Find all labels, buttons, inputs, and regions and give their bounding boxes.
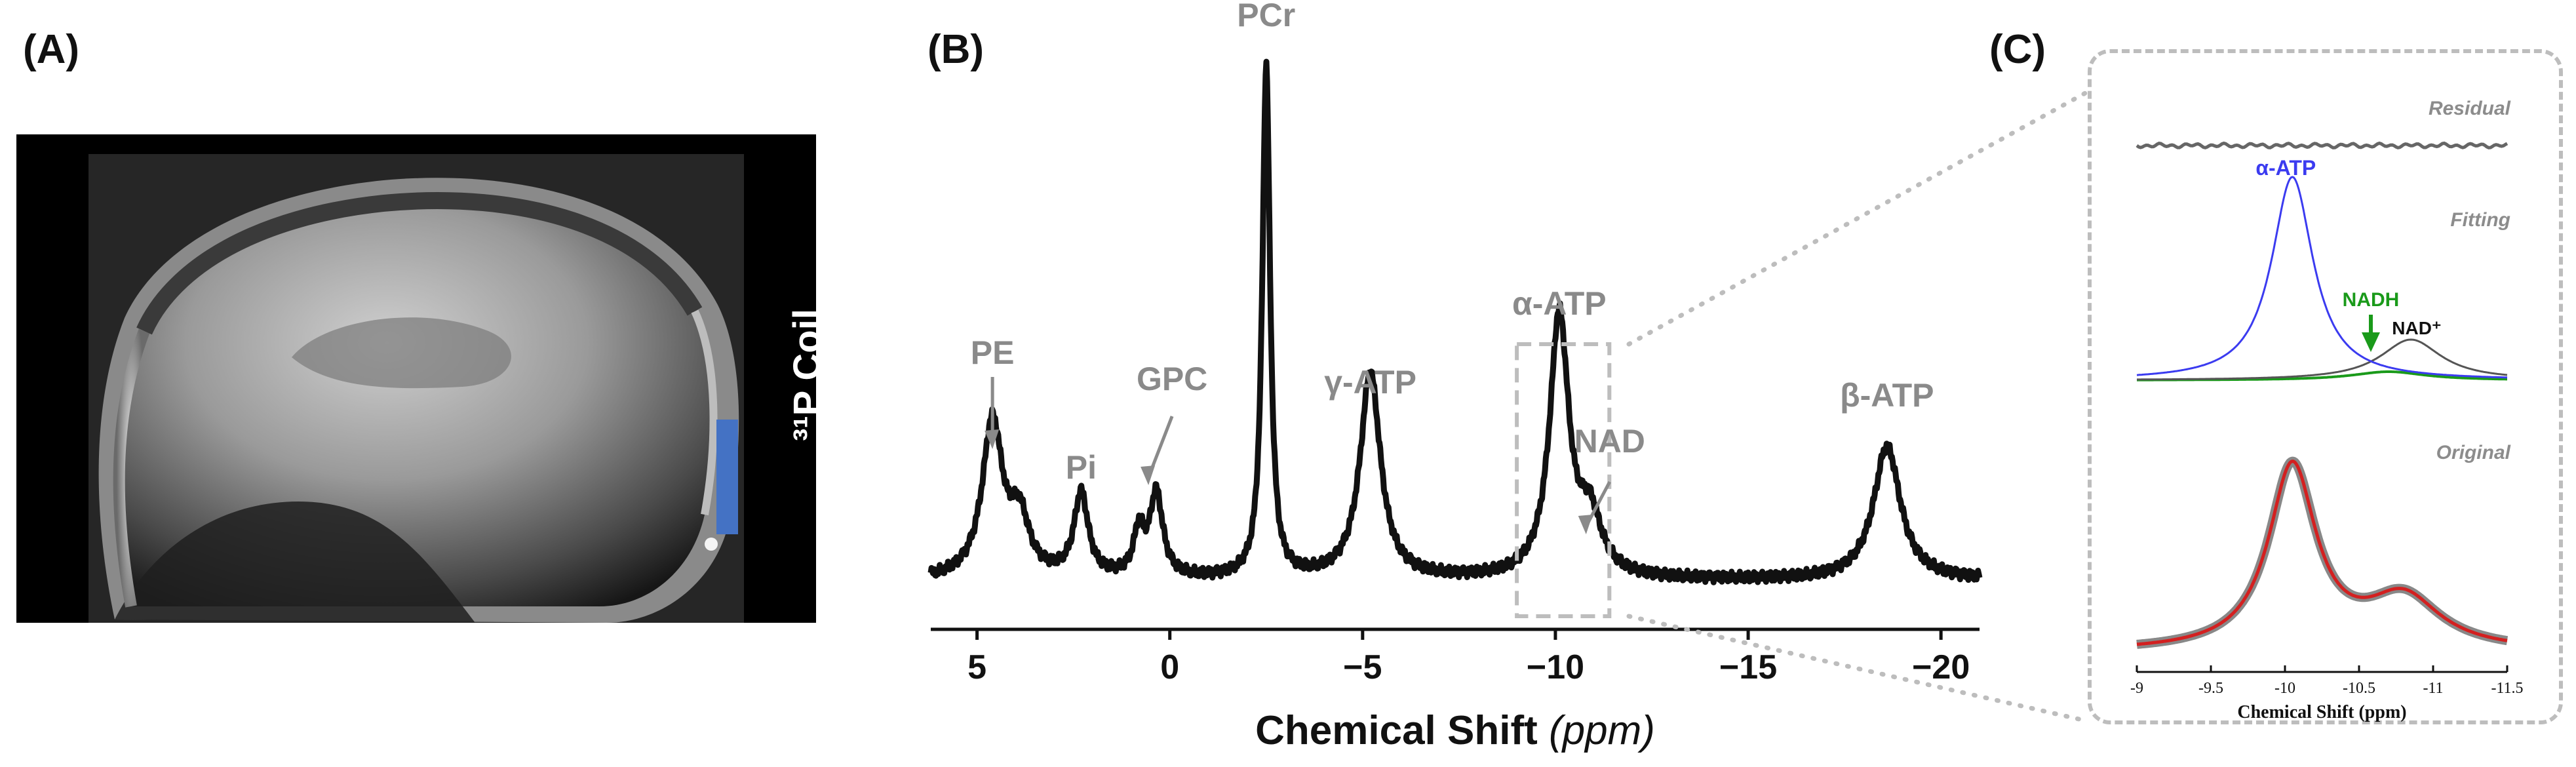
alpha-atp-line [2136, 176, 2508, 379]
mri-image-drawing [88, 154, 744, 623]
peak-label: GPC [1137, 361, 1207, 397]
original-line [2136, 460, 2508, 646]
spectrum-chart: 5 0 −5 −10 −15 −20 Chemical Shift (ppm) PE Pi GPC… [927, 0, 1983, 753]
x-tick-label: −5 [1343, 648, 1382, 686]
zoom-x-tick-label: -11.5 [2491, 680, 2523, 697]
peak-arrowhead [1578, 515, 1593, 534]
x-tick-label: −10 [1527, 648, 1584, 686]
fitting-chart: Residual Fitting Original α-ATP NADH NAD⁺ -9 -9… [2130, 98, 2524, 722]
peak-arrowhead [985, 429, 1000, 449]
peak-label: α-ATP [1512, 285, 1607, 322]
mri-image [16, 134, 816, 623]
residual-line [2136, 141, 2508, 149]
nadh-arrowhead [2362, 332, 2380, 352]
peak-label: NAD [1574, 423, 1645, 460]
spectrum-line [927, 58, 1983, 585]
x-axis-label-unit: (ppm) [1549, 708, 1655, 753]
x-tick-label: 0 [1160, 648, 1179, 686]
panel-c-label: (C) [1989, 27, 2046, 72]
zoom-box [1515, 342, 1612, 618]
zoom-x-tick-label: -10 [2274, 680, 2295, 697]
peak-label: PCr [1237, 0, 1295, 33]
nad-plus-line [2137, 338, 2508, 381]
coil-marker [716, 420, 738, 534]
x-axis-label-text: Chemical Shift [1255, 708, 1549, 753]
peak-label: Pi [1066, 449, 1097, 486]
panel-a-label: (A) [23, 27, 80, 72]
peak-label: PE [971, 334, 1015, 371]
alpha-atp-label: α-ATP [2255, 156, 2316, 180]
x-axis-label: Chemical Shift (ppm) [1255, 708, 1655, 753]
zoom-x-axis-label: Chemical Shift (ppm) [2237, 702, 2406, 722]
zoom-panel [2088, 49, 2563, 724]
section-label: Fitting [2450, 209, 2510, 231]
x-tick-label: −15 [1719, 648, 1777, 686]
zoom-x-tick-label: -10.5 [2343, 680, 2375, 697]
zoom-x-tick-label: -9.5 [2198, 680, 2223, 697]
panel-b-label: (B) [927, 27, 985, 72]
x-tick-label: 5 [967, 648, 986, 686]
section-label: Residual [2429, 98, 2511, 119]
peak-label: β-ATP [1840, 377, 1934, 414]
peak-arrowhead [1141, 465, 1156, 485]
zoom-x-tick-label: -9 [2130, 680, 2143, 697]
coil-label: ³¹P Coil [786, 309, 829, 441]
peak-label: γ-ATP [1324, 364, 1416, 401]
nadh-label: NADH [2343, 289, 2400, 311]
section-label: Original [2436, 442, 2511, 463]
nad-plus-label: NAD⁺ [2392, 318, 2441, 338]
zoom-x-tick-label: -11 [2423, 680, 2443, 697]
x-tick-label: −20 [1912, 648, 1970, 686]
